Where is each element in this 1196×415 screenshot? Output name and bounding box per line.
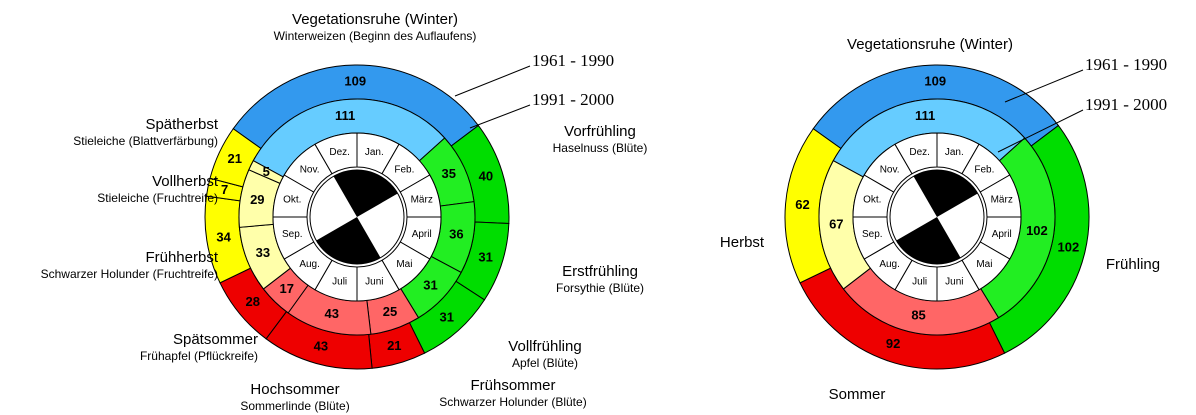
month-label: Feb. [974, 164, 994, 175]
season-indicator: Stieleiche (Blattverfärbung) [73, 134, 218, 148]
month-label: Nov. [880, 164, 900, 175]
season-indicator: Schwarzer Holunder (Fruchtreife) [41, 267, 218, 281]
segment-label: 31 [440, 309, 454, 324]
segment-label: 29 [250, 192, 264, 207]
leader-line [469, 104, 531, 129]
season-indicator: Forsythie (Blüte) [556, 281, 644, 295]
month-label: Juli [332, 276, 347, 287]
season-name: Sommer [829, 386, 886, 403]
series-label: 1991 - 2000 [532, 90, 614, 109]
segment-label: 35 [441, 166, 455, 181]
segment-label: 109 [924, 73, 946, 88]
center-dark [316, 217, 381, 264]
month-cell [314, 132, 358, 175]
segment-label: 92 [886, 336, 900, 351]
season-name: Vollfrühling [508, 338, 581, 355]
month-label: Jan. [945, 147, 964, 158]
segment-label: 17 [280, 281, 294, 296]
ring-chart: 109 102 92 62 111 102 85 67 Jan. Feb. März April Mai… [720, 36, 1167, 403]
month-label: April [992, 229, 1012, 240]
season-indicator: Winterweizen (Beginn des Auflaufens) [274, 29, 477, 43]
season-name: Frühherbst [145, 249, 218, 266]
segment-label: 109 [344, 73, 366, 88]
segment-label: 5 [263, 164, 270, 179]
ring-chart: 109 40 31 31 21 43 28 34 7 21 111 35 36 31 25 43 17 33 29 5… [41, 11, 648, 413]
season-name: Herbst [720, 234, 765, 251]
month-label: Juni [945, 276, 963, 287]
season-name: Frühling [1106, 256, 1160, 273]
segment-label: 43 [325, 306, 339, 321]
month-label: März [991, 194, 1013, 205]
leader-line [454, 65, 531, 97]
season-indicator: Sommerlinde (Blüte) [240, 399, 349, 413]
series-label: 1991 - 2000 [1085, 95, 1167, 114]
month-label: Okt. [283, 194, 301, 205]
season-name: Vegetationsruhe (Winter) [847, 36, 1013, 53]
month-cell [894, 132, 938, 175]
season-name: Hochsommer [250, 381, 339, 398]
segment-label: 36 [449, 226, 463, 241]
season-name: Frühsommer [470, 377, 555, 394]
season-indicator: Schwarzer Holunder (Blüte) [439, 395, 586, 409]
series-label: 1961 - 1990 [1085, 55, 1167, 74]
month-label: Aug. [879, 259, 900, 270]
season-name: Erstfrühling [562, 263, 638, 280]
month-label: Sep. [282, 229, 303, 240]
segment-label: 33 [256, 245, 270, 260]
month-label: Feb. [394, 164, 414, 175]
leader-line [997, 109, 1084, 153]
month-label: Dez. [329, 147, 350, 158]
season-indicator: Stieleiche (Fruchtreife) [97, 191, 218, 205]
month-label: Juli [912, 276, 927, 287]
segment-label: 34 [216, 229, 231, 244]
season-name: Spätherbst [145, 116, 218, 133]
segment-label: 67 [829, 216, 843, 231]
segment-label: 43 [314, 339, 328, 354]
season-name: Vollherbst [152, 173, 219, 190]
month-label: Sep. [862, 229, 883, 240]
month-label: Nov. [300, 164, 320, 175]
series-label: 1961 - 1990 [532, 51, 614, 70]
leader-line [1004, 69, 1084, 103]
segment-label: 31 [423, 278, 437, 293]
segment-label: 31 [478, 250, 492, 265]
segment-label: 28 [246, 294, 260, 309]
center-dark [913, 169, 978, 217]
month-label: Okt. [863, 194, 881, 205]
segment-label: 21 [228, 151, 242, 166]
month-label: März [411, 194, 433, 205]
month-label: Mai [396, 259, 412, 270]
segment-label: 102 [1026, 223, 1048, 238]
month-label: Jan. [365, 147, 384, 158]
month-label: Dez. [909, 147, 930, 158]
month-label: Aug. [299, 259, 320, 270]
segment-label: 7 [221, 182, 228, 197]
segment-label: 21 [387, 338, 401, 353]
month-label: Mai [976, 259, 992, 270]
segment-label: 62 [795, 197, 809, 212]
segment-label: 40 [479, 168, 493, 183]
segment-label: 25 [383, 304, 397, 319]
center-dark [896, 217, 961, 264]
season-indicator: Frühapfel (Pflückreife) [140, 349, 258, 363]
segment-label: 102 [1058, 239, 1080, 254]
month-label: Juni [365, 276, 383, 287]
season-name: Spätsommer [173, 331, 258, 348]
month-label: April [412, 229, 432, 240]
season-indicator: Apfel (Blüte) [512, 356, 578, 370]
season-name: Vorfrühling [564, 123, 636, 140]
season-indicator: Haselnuss (Blüte) [553, 141, 648, 155]
segment-label: 85 [911, 308, 925, 323]
segment-label: 111 [915, 108, 935, 123]
season-name: Vegetationsruhe (Winter) [292, 11, 458, 28]
segment-label: 111 [335, 108, 355, 123]
center-dark [333, 169, 398, 217]
